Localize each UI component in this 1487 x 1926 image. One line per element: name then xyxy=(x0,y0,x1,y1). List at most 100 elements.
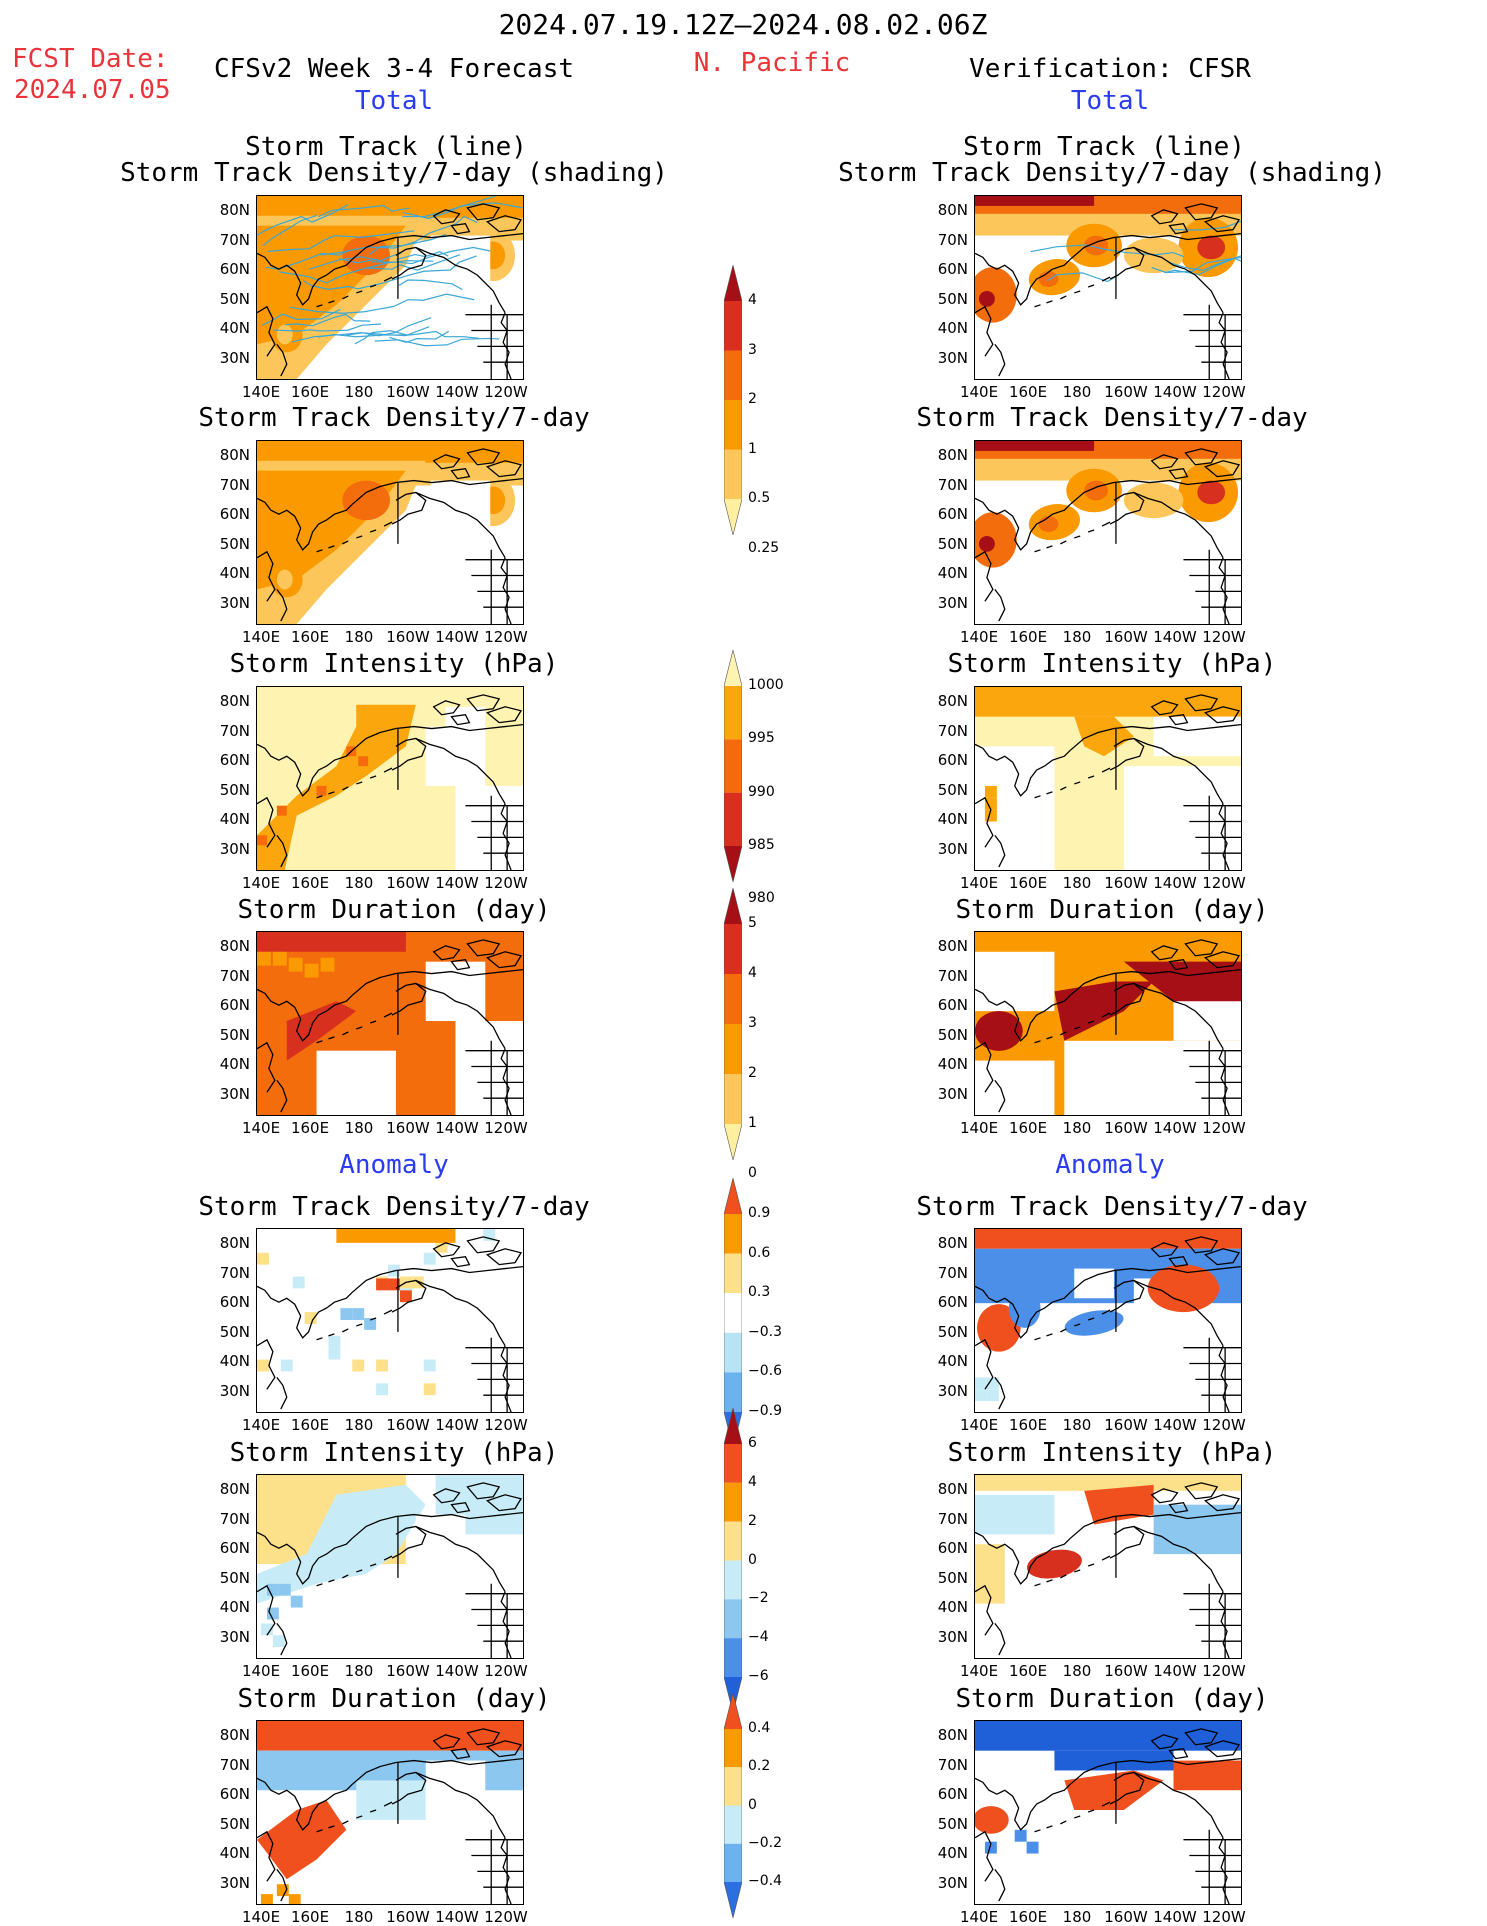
lat-tick-label: 50N xyxy=(937,1568,968,1587)
lon-tick-label: 140E xyxy=(241,1416,281,1434)
lon-tick-label: 120W xyxy=(1202,1119,1246,1137)
left-density-map xyxy=(256,440,524,625)
lon-tick-label: 140E xyxy=(241,628,281,646)
lat-tick-label: 60N xyxy=(219,1785,250,1803)
lon-tick-label: 120W xyxy=(484,1662,528,1680)
lat-tick-label: 40N xyxy=(219,1055,250,1073)
right-anomaly-label: Anomaly xyxy=(1055,1150,1165,1180)
lat-tick-label: 30N xyxy=(937,348,968,367)
lon-tick-label: 160E xyxy=(290,628,330,646)
left-anom-duration-map xyxy=(256,1720,524,1905)
lon-tick-label: 140W xyxy=(1153,1662,1197,1680)
lon-tick-label: 180 xyxy=(344,1416,374,1434)
lat-tick-label: 40N xyxy=(219,1844,250,1862)
lat-tick-label: 60N xyxy=(937,260,968,278)
lon-tick-label: 160W xyxy=(386,874,430,892)
lon-tick-label: 160E xyxy=(1008,1119,1048,1137)
left-density-title: Storm Track Density/7-day xyxy=(198,403,590,433)
lat-tick-label: 30N xyxy=(219,1873,250,1892)
lat-tick-label: 60N xyxy=(937,996,968,1014)
lon-tick-label: 160E xyxy=(1008,1662,1048,1680)
lon-tick-label: 180 xyxy=(1062,1908,1092,1926)
lat-tick-label: 30N xyxy=(219,1381,250,1400)
coastline xyxy=(975,939,1241,1115)
verification-title: Verification: CFSR xyxy=(969,54,1251,84)
colorbar-tick-label: 0.9 xyxy=(748,1205,771,1221)
anom-intensity-colorbar xyxy=(724,1408,742,1713)
lat-tick-label: 60N xyxy=(937,1785,968,1803)
lat-tick-label: 30N xyxy=(219,839,250,858)
colorbar-tick-label: 0.4 xyxy=(748,1720,771,1736)
lon-tick-label: 160W xyxy=(1104,1119,1148,1137)
lon-tick-label: 160W xyxy=(386,1416,430,1434)
lat-tick-label: 70N xyxy=(937,1509,968,1528)
right-intensity-map xyxy=(974,686,1242,871)
lat-tick-label: 60N xyxy=(219,1539,250,1557)
colorbar-tick-label: 990 xyxy=(748,783,775,800)
lon-tick-label: 140E xyxy=(959,1908,999,1926)
colorbar-tick-label: 0.25 xyxy=(748,539,780,556)
lon-tick-label: 160E xyxy=(290,1662,330,1680)
anom-density-colorbar xyxy=(724,1178,742,1448)
lon-tick-label: 160W xyxy=(1104,1662,1148,1680)
lon-tick-label: 140W xyxy=(435,1662,479,1680)
lat-tick-label: 80N xyxy=(219,692,250,710)
colorbar-tick-label: −4 xyxy=(748,1629,769,1646)
lat-tick-label: 80N xyxy=(937,692,968,710)
colorbar-tick-label: 980 xyxy=(748,890,775,907)
right-density-map xyxy=(974,440,1242,625)
right-anom-density-map xyxy=(974,1228,1242,1413)
lat-tick-label: 60N xyxy=(219,1293,250,1311)
left-total-label: Total xyxy=(354,86,434,116)
colorbar-tick-label: 995 xyxy=(748,730,775,747)
colorbar-tick-label: 4 xyxy=(748,292,757,308)
right-anom-intensity-map xyxy=(974,1474,1242,1659)
coastline xyxy=(257,1236,523,1412)
lat-tick-label: 40N xyxy=(219,1598,250,1616)
lat-tick-label: 30N xyxy=(219,1627,250,1646)
lon-tick-label: 180 xyxy=(344,1662,374,1680)
lat-tick-label: 40N xyxy=(937,810,968,828)
lon-tick-label: 180 xyxy=(1062,1119,1092,1137)
coastline xyxy=(257,694,523,870)
colorbar-tick-label: 0 xyxy=(748,1551,757,1568)
coastline xyxy=(975,1236,1241,1412)
colorbar-tick-label: −0.4 xyxy=(748,1873,782,1889)
lon-tick-label: 160E xyxy=(1008,1416,1048,1434)
lat-tick-label: 80N xyxy=(219,201,250,219)
lat-tick-label: 80N xyxy=(937,1234,968,1252)
lon-tick-label: 160E xyxy=(290,383,330,401)
lon-tick-label: 120W xyxy=(1202,1908,1246,1926)
colorbar-tick-label: 2 xyxy=(748,1512,757,1529)
lat-tick-label: 70N xyxy=(219,721,250,740)
right-anom-intensity-title: Storm Intensity (hPa) xyxy=(947,1438,1277,1468)
lat-tick-label: 80N xyxy=(219,446,250,464)
lat-tick-label: 30N xyxy=(937,1627,968,1646)
lon-tick-label: 160W xyxy=(1104,1416,1148,1434)
lon-tick-label: 120W xyxy=(1202,874,1246,892)
coastline xyxy=(975,448,1241,624)
coastline xyxy=(257,1482,523,1658)
left-intensity-map xyxy=(256,686,524,871)
colorbar-tick-label: 1000 xyxy=(748,677,784,693)
lat-tick-label: 50N xyxy=(937,1814,968,1833)
lon-tick-label: 140E xyxy=(241,1908,281,1926)
left-track-map xyxy=(256,195,524,380)
colorbar-tick-label: −0.6 xyxy=(748,1363,782,1380)
colorbar-tick-label: 0.6 xyxy=(748,1244,771,1261)
lat-tick-label: 60N xyxy=(219,751,250,769)
lat-tick-label: 70N xyxy=(937,966,968,985)
lon-tick-label: 140W xyxy=(1153,1908,1197,1926)
lon-tick-label: 120W xyxy=(1202,628,1246,646)
lat-tick-label: 50N xyxy=(937,780,968,799)
right-duration-map xyxy=(974,931,1242,1116)
colorbar-tick-label: 3 xyxy=(748,341,757,358)
model-title: CFSv2 Week 3-4 Forecast xyxy=(213,54,575,84)
lon-tick-label: 180 xyxy=(344,1119,374,1137)
lat-tick-label: 40N xyxy=(937,319,968,337)
lon-tick-label: 160W xyxy=(1104,628,1148,646)
lat-tick-label: 30N xyxy=(219,593,250,612)
lat-tick-label: 50N xyxy=(937,534,968,553)
coastline xyxy=(257,203,523,379)
lat-tick-label: 70N xyxy=(219,1509,250,1528)
